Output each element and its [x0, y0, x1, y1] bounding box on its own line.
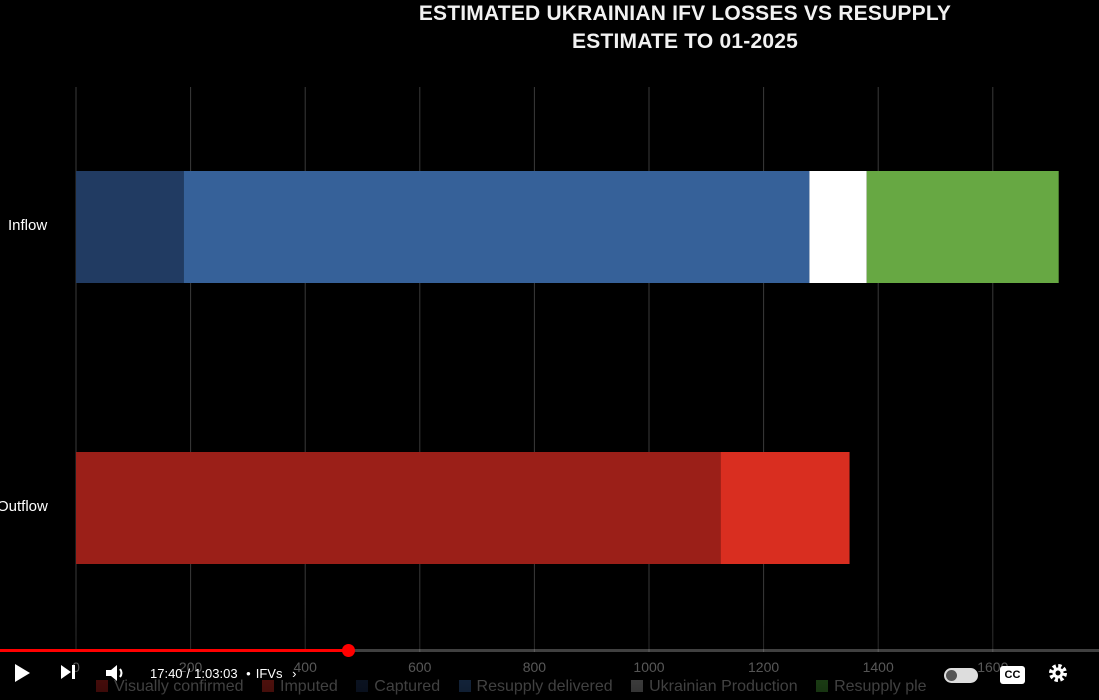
- chart-subtitle: ESTIMATE TO 01-2025: [572, 30, 798, 53]
- legend-swatch: [816, 680, 829, 692]
- legend-label: Ukrainian Production: [649, 678, 798, 695]
- bar-inflow-ukrainian-production: [809, 171, 867, 283]
- legend-item: Ukrainian Production: [631, 678, 798, 696]
- next-icon: [61, 665, 75, 679]
- time-separator: /: [186, 666, 191, 681]
- legend-label: Resupply delivered: [476, 678, 613, 695]
- chapter-dot: •: [246, 666, 251, 681]
- chapter-title[interactable]: IFVs: [255, 666, 283, 681]
- progress-played: [0, 649, 349, 652]
- legend-item: Captured: [356, 678, 440, 696]
- bar-outflow-imputed: [720, 452, 850, 564]
- x-tick-label: 1000: [633, 659, 664, 675]
- y-label-outflow: Outflow: [0, 498, 48, 515]
- x-tick-label: 400: [294, 659, 318, 675]
- x-tick-label: 1400: [863, 659, 894, 675]
- scrubber-handle[interactable]: [342, 644, 356, 657]
- next-button[interactable]: [58, 662, 88, 690]
- chart-title: ESTIMATED UKRAINIAN IFV LOSSES VS RESUPP…: [418, 2, 952, 25]
- legend-swatch: [458, 680, 471, 692]
- legend-item: Resupply delivered: [458, 678, 613, 696]
- progress-bar[interactable]: [0, 644, 1099, 657]
- legend-item: Resupply ple: [816, 678, 927, 696]
- gear-icon: [1049, 664, 1067, 682]
- time-display: 17:40/1:03:03 • IFVs ›: [150, 666, 296, 681]
- y-label-inflow: Inflow: [8, 217, 48, 234]
- volume-button[interactable]: [104, 662, 136, 690]
- bar-outflow-visually-confirmed: [76, 452, 721, 564]
- bar-inflow-resupply-delivered: [183, 171, 810, 283]
- play-icon: [15, 664, 30, 682]
- legend-swatch: [356, 680, 369, 692]
- autoplay-pause-icon: [946, 670, 957, 681]
- settings-button[interactable]: [1047, 662, 1075, 690]
- time-current: 17:40: [150, 666, 183, 681]
- legend-label: Captured: [374, 678, 441, 695]
- bar-inflow-captured: [76, 171, 184, 283]
- legend-label: Resupply ple: [834, 678, 927, 695]
- cc-button[interactable]: CC: [1000, 666, 1025, 684]
- x-tick-label: 800: [523, 659, 547, 675]
- chapter-chevron-icon[interactable]: ›: [292, 666, 297, 681]
- x-tick-label: 1200: [748, 659, 779, 675]
- x-tick-label: 600: [408, 659, 432, 675]
- volume-icon: [106, 665, 123, 681]
- bar-inflow-resupply-ple: [866, 171, 1059, 283]
- legend-swatch: [262, 680, 274, 692]
- time-total: 1:03:03: [194, 666, 238, 681]
- autoplay-toggle[interactable]: [944, 668, 978, 683]
- legend-swatch: [631, 680, 644, 692]
- play-button[interactable]: [12, 662, 42, 690]
